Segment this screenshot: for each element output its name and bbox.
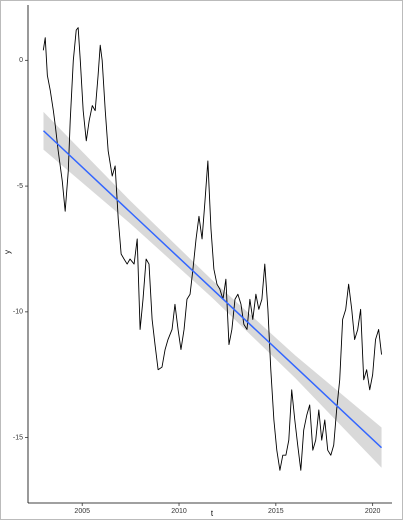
y-axis-label: y bbox=[3, 250, 12, 254]
y-tick-label: -5 bbox=[17, 183, 23, 190]
y-tick-label: -10 bbox=[13, 309, 23, 316]
y-tick-label: -15 bbox=[13, 434, 23, 441]
x-axis-label: t bbox=[211, 509, 214, 518]
y-tick-label: 0 bbox=[19, 57, 23, 64]
x-tick-label: 2020 bbox=[365, 508, 381, 515]
x-tick-label: 2010 bbox=[171, 508, 187, 515]
x-tick-label: 2005 bbox=[74, 508, 90, 515]
data-line bbox=[42, 27, 382, 471]
x-tick-label: 2015 bbox=[268, 508, 284, 515]
fit-line bbox=[42, 130, 383, 449]
